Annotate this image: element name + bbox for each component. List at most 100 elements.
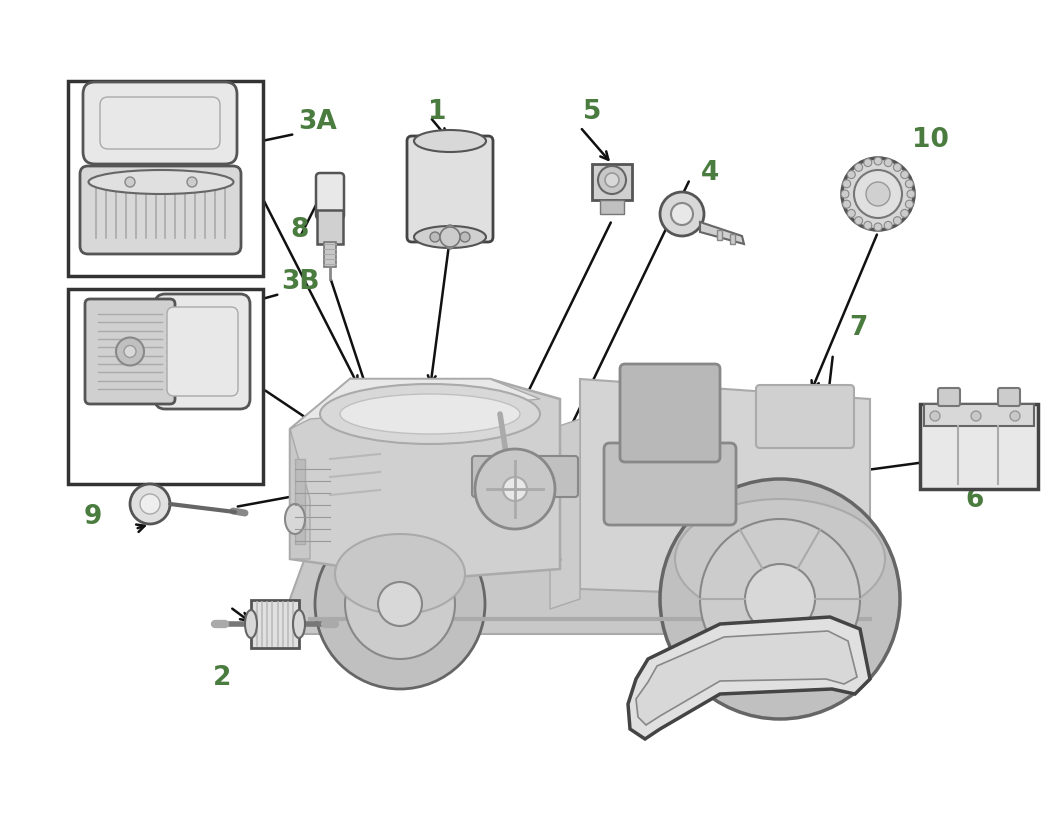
Bar [920, 404, 1038, 490]
Circle shape [971, 412, 981, 422]
Ellipse shape [320, 385, 540, 444]
FancyBboxPatch shape [80, 167, 241, 255]
Circle shape [125, 178, 134, 188]
Circle shape [439, 227, 460, 248]
Circle shape [1010, 412, 1020, 422]
Circle shape [855, 164, 863, 172]
FancyBboxPatch shape [317, 211, 343, 245]
Bar [324, 242, 336, 268]
Circle shape [430, 232, 439, 242]
Circle shape [378, 582, 421, 626]
Ellipse shape [414, 131, 486, 153]
Circle shape [864, 160, 872, 167]
Text: 3B: 3B [281, 269, 319, 294]
Circle shape [116, 338, 144, 366]
Circle shape [843, 201, 850, 209]
Circle shape [660, 193, 704, 237]
Circle shape [874, 158, 882, 165]
Bar [600, 201, 624, 215]
Ellipse shape [89, 171, 233, 195]
Circle shape [843, 180, 850, 189]
FancyBboxPatch shape [407, 136, 493, 242]
Circle shape [744, 564, 815, 634]
Circle shape [842, 159, 914, 231]
FancyBboxPatch shape [620, 365, 720, 462]
FancyBboxPatch shape [604, 443, 736, 525]
Circle shape [503, 477, 527, 501]
Ellipse shape [340, 394, 520, 434]
Circle shape [907, 191, 915, 198]
Text: 2: 2 [213, 664, 231, 691]
Circle shape [884, 222, 892, 230]
Polygon shape [580, 380, 870, 600]
Text: 5: 5 [582, 99, 602, 125]
Circle shape [124, 346, 136, 358]
FancyBboxPatch shape [155, 294, 250, 409]
Circle shape [598, 167, 626, 195]
Polygon shape [290, 380, 540, 429]
Circle shape [884, 160, 892, 167]
FancyBboxPatch shape [85, 299, 175, 404]
Text: 6: 6 [966, 486, 984, 513]
Polygon shape [730, 235, 735, 245]
Circle shape [605, 174, 620, 188]
Circle shape [847, 171, 856, 179]
Circle shape [445, 240, 455, 250]
Text: -: - [1009, 446, 1015, 463]
Circle shape [905, 201, 913, 209]
Polygon shape [628, 617, 870, 739]
Circle shape [866, 183, 890, 207]
Text: 10: 10 [912, 127, 949, 153]
Circle shape [901, 210, 909, 218]
Text: 8: 8 [291, 217, 309, 242]
Text: +: + [936, 448, 948, 462]
FancyBboxPatch shape [100, 98, 220, 150]
Circle shape [894, 164, 901, 172]
Bar [68, 82, 263, 277]
Circle shape [475, 449, 555, 529]
Polygon shape [295, 460, 305, 544]
Text: 9: 9 [84, 504, 102, 529]
FancyBboxPatch shape [938, 389, 961, 407]
Circle shape [460, 232, 470, 242]
Text: 4: 4 [701, 160, 719, 186]
Bar [925, 404, 1034, 427]
Circle shape [130, 485, 170, 524]
Circle shape [671, 203, 693, 226]
FancyBboxPatch shape [998, 389, 1020, 407]
Circle shape [874, 224, 882, 232]
Circle shape [660, 480, 900, 719]
Text: 3A: 3A [299, 109, 338, 135]
Ellipse shape [414, 227, 486, 249]
Circle shape [930, 412, 940, 422]
Circle shape [187, 178, 197, 188]
Circle shape [700, 519, 860, 679]
Bar [592, 165, 632, 201]
Ellipse shape [293, 610, 305, 638]
Ellipse shape [675, 500, 885, 619]
Circle shape [315, 519, 485, 689]
Circle shape [847, 210, 856, 218]
Circle shape [841, 191, 849, 198]
Circle shape [905, 180, 913, 189]
Polygon shape [550, 419, 580, 609]
Bar [68, 289, 263, 485]
Bar [251, 600, 299, 648]
Text: 1: 1 [428, 99, 446, 125]
Text: 7: 7 [849, 314, 867, 341]
Ellipse shape [335, 534, 465, 614]
FancyBboxPatch shape [472, 457, 578, 497]
Circle shape [864, 222, 872, 230]
Polygon shape [717, 231, 722, 241]
Polygon shape [290, 519, 680, 634]
Circle shape [445, 226, 455, 236]
Ellipse shape [285, 504, 305, 534]
Ellipse shape [245, 610, 257, 638]
Circle shape [854, 171, 902, 218]
Polygon shape [636, 631, 857, 725]
FancyBboxPatch shape [167, 308, 238, 396]
FancyBboxPatch shape [316, 174, 344, 220]
FancyBboxPatch shape [83, 83, 237, 165]
FancyBboxPatch shape [756, 385, 854, 448]
Polygon shape [290, 429, 310, 559]
